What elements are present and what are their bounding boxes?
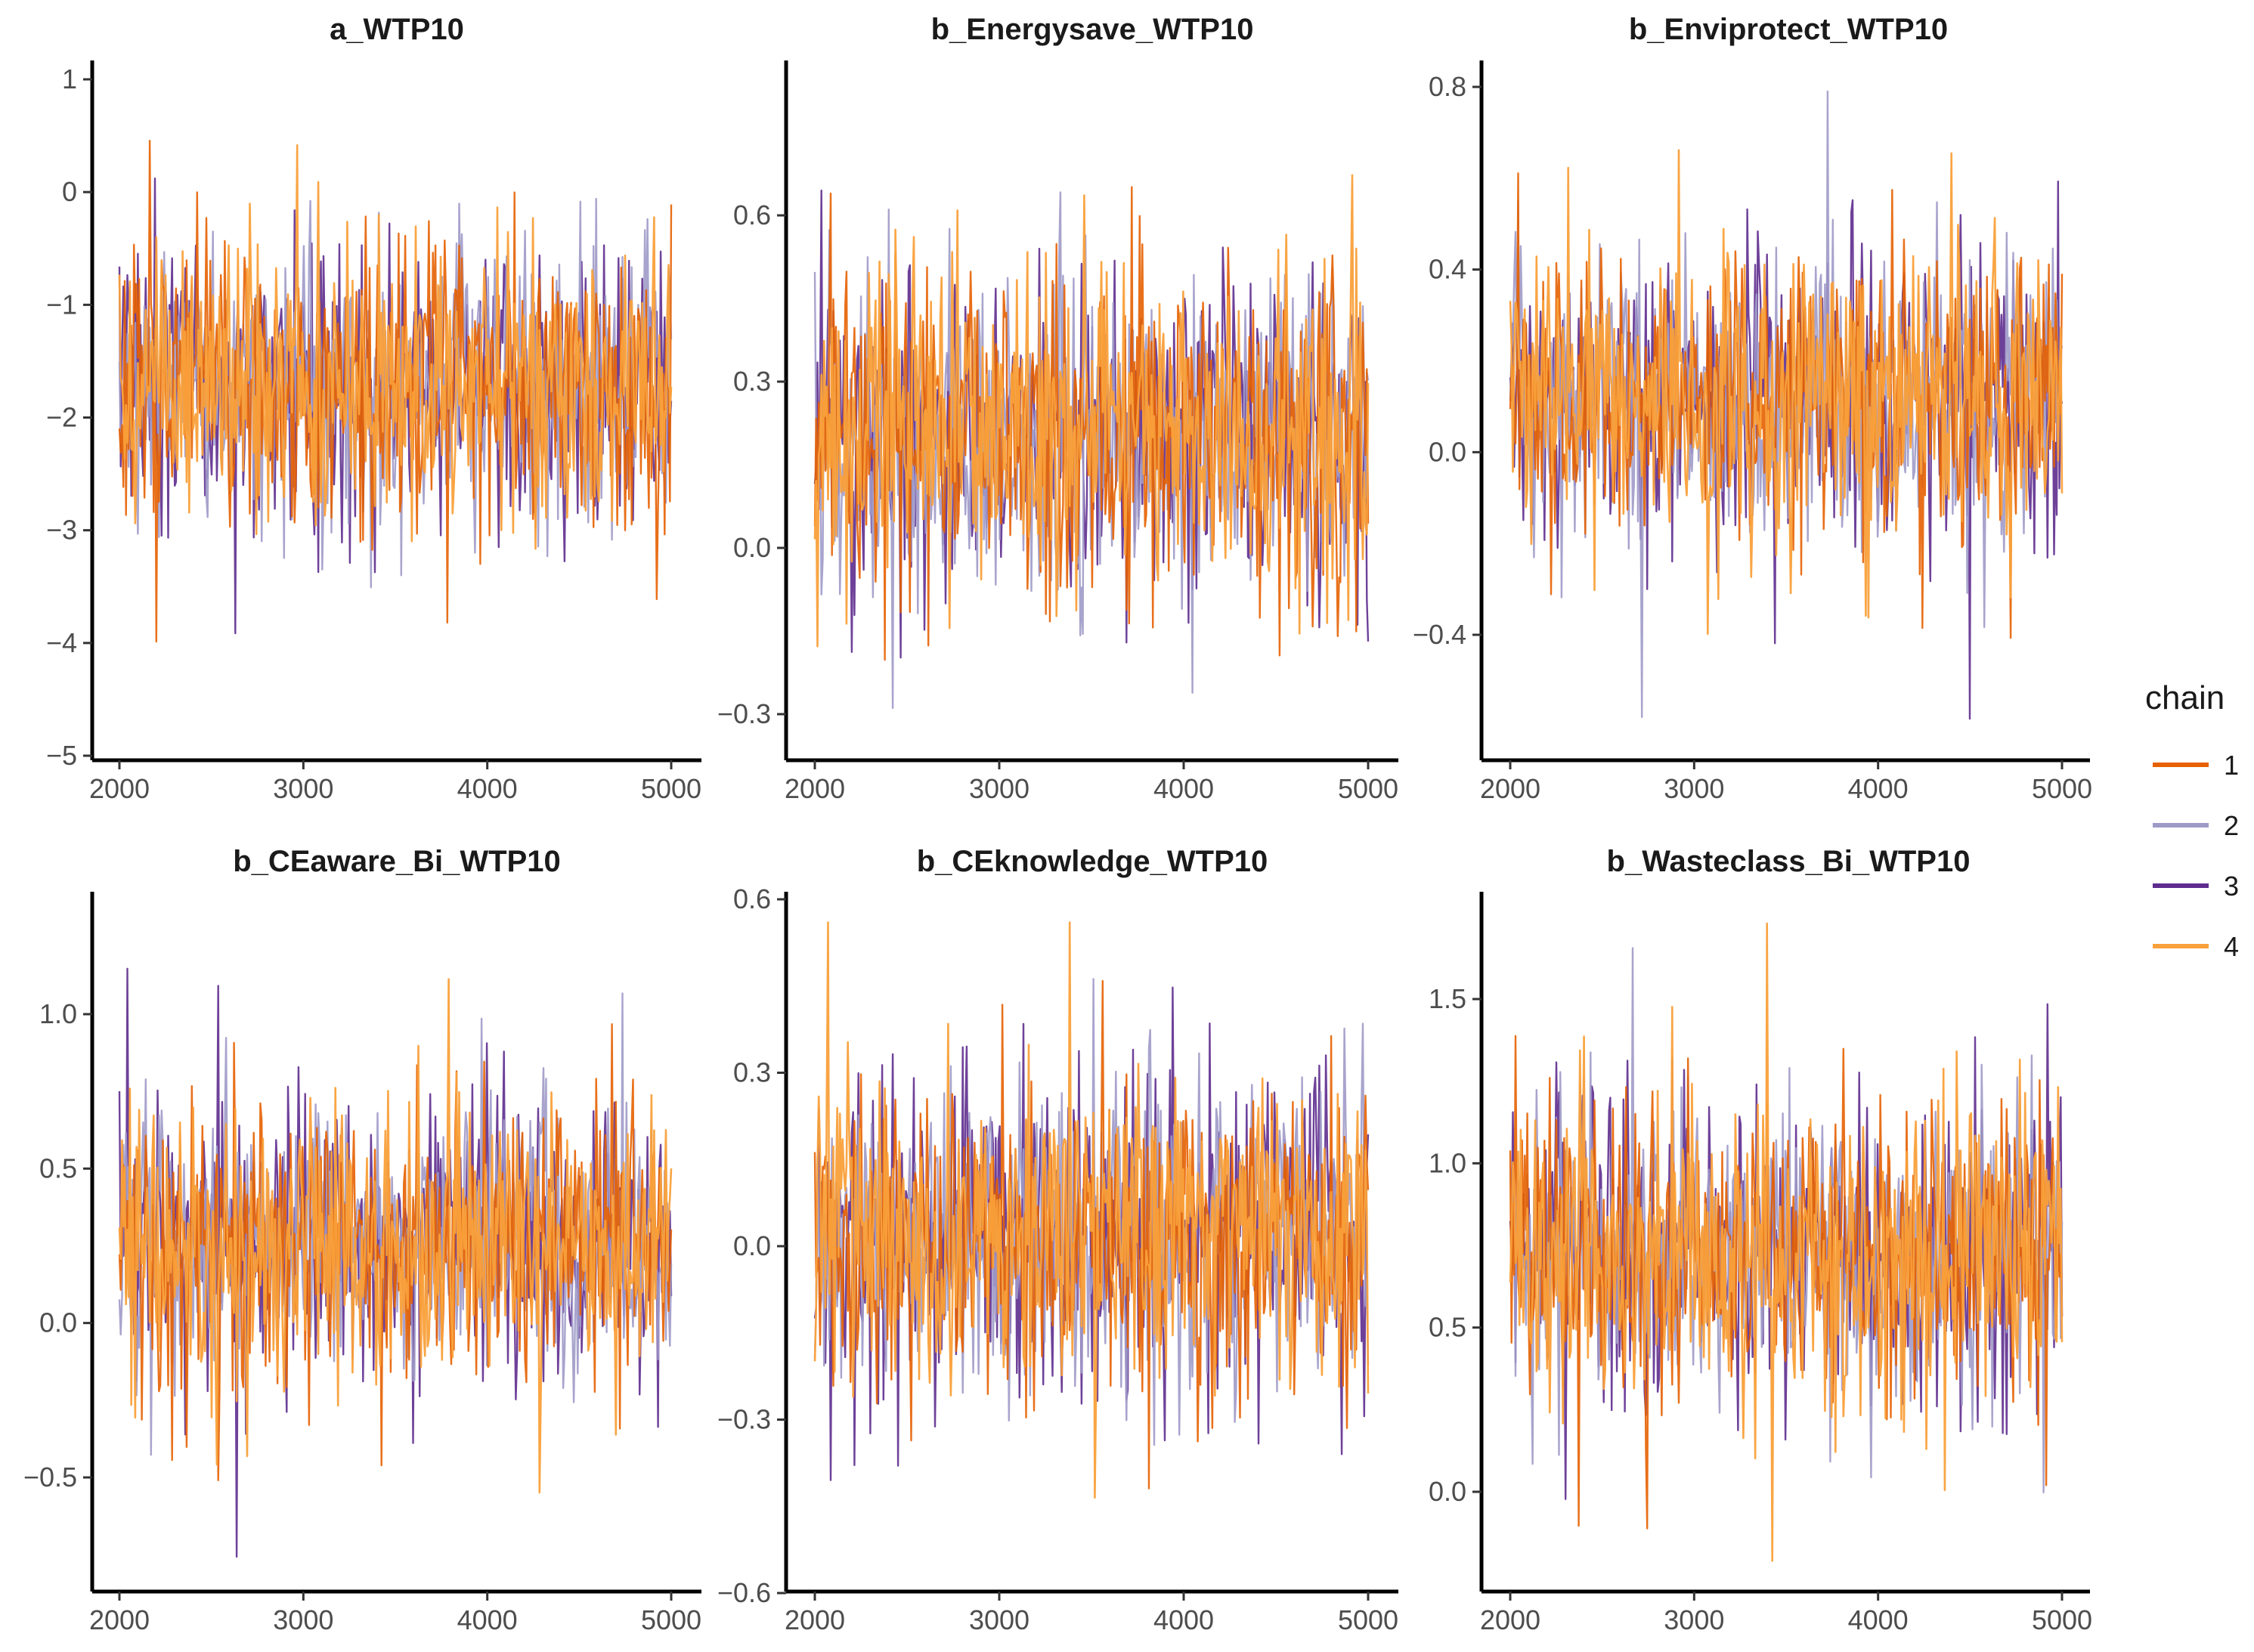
plot-area: 1.5 1.0 0.5 0.0 2000 3000 4000 5000 bbox=[1429, 892, 2092, 1635]
legend-item-chain-3: 3 bbox=[2153, 871, 2239, 902]
trace-chain-4 bbox=[1509, 149, 2064, 635]
x-tick-label: 3000 bbox=[1664, 773, 1724, 804]
x-tick-label: 4000 bbox=[457, 1604, 518, 1635]
y-tick-label: −4 bbox=[46, 627, 77, 658]
x-tick-label: 3000 bbox=[273, 773, 333, 804]
y-tick-label: 0.6 bbox=[733, 200, 771, 230]
x-tick-label: 3000 bbox=[969, 1604, 1029, 1635]
x-tick-label: 2000 bbox=[89, 773, 150, 804]
panel-b-energysave-wtp10: b_Energysave_WTP10 0.6 0.3 0.0 −0.3 2000 3000… bbox=[717, 13, 1398, 804]
legend-item-chain-4: 4 bbox=[2153, 931, 2239, 962]
y-tick-label: −1 bbox=[46, 289, 77, 320]
panel-title: b_CEaware_Bi_WTP10 bbox=[233, 845, 561, 878]
x-tick-label: 2000 bbox=[785, 773, 845, 804]
y-tick-label: 0.0 bbox=[39, 1307, 77, 1338]
y-tick-label: 0.4 bbox=[1429, 254, 1466, 285]
x-tick-label: 5000 bbox=[2032, 773, 2092, 804]
plot-area: 1 0 −1 −2 −3 −4 −5 2000 3000 4000 5000 bbox=[46, 60, 701, 804]
y-tick-label: 1.0 bbox=[1429, 1147, 1466, 1178]
x-tick-label: 5000 bbox=[641, 773, 701, 804]
y-tick-label: 0.3 bbox=[733, 366, 771, 397]
x-tick-label: 5000 bbox=[1338, 1604, 1398, 1635]
panel-b-ceaware-bi-wtp10: b_CEaware_Bi_WTP10 1.0 0.5 0.0 −0.5 2000 3000… bbox=[23, 845, 701, 1635]
x-tick-label: 5000 bbox=[2032, 1604, 2092, 1635]
y-tick-label: 0.5 bbox=[1429, 1312, 1466, 1343]
y-tick-label: 0.0 bbox=[1429, 1476, 1466, 1507]
y-tick-label: 0.6 bbox=[733, 883, 771, 914]
trace-chain-4 bbox=[813, 921, 1370, 1499]
x-tick-label: 2000 bbox=[1480, 1604, 1540, 1635]
panel-a-wtp10: a_WTP10 1 0 −1 −2 −3 −4 −5 2000 3000 4000 5000 bbox=[46, 13, 701, 804]
legend-label: 3 bbox=[2224, 871, 2239, 902]
y-tick-label: −5 bbox=[46, 740, 77, 771]
x-tick-label: 4000 bbox=[1848, 773, 1909, 804]
y-tick-label: −0.3 bbox=[717, 1404, 771, 1435]
x-tick-label: 4000 bbox=[457, 773, 518, 804]
panel-b-wasteclass-bi-wtp10: b_Wasteclass_Bi_WTP10 1.5 1.0 0.5 0.0 2000 30… bbox=[1429, 845, 2092, 1635]
trace-chain-1 bbox=[1509, 172, 2064, 639]
x-tick-label: 5000 bbox=[641, 1604, 701, 1635]
y-tick-label: 1.5 bbox=[1429, 983, 1466, 1014]
legend-title: chain bbox=[2145, 679, 2225, 716]
y-tick-label: −0.4 bbox=[1413, 619, 1466, 650]
x-tick-label: 3000 bbox=[969, 773, 1029, 804]
panel-b-enviprotect-wtp10: b_Enviprotect_WTP10 0.8 0.4 0.0 −0.4 2000 300… bbox=[1413, 13, 2092, 804]
x-tick-label: 3000 bbox=[1664, 1604, 1724, 1635]
legend-item-chain-2: 2 bbox=[2153, 810, 2239, 841]
trace-chain-2 bbox=[118, 992, 673, 1456]
y-tick-label: 0.0 bbox=[1429, 436, 1466, 467]
y-tick-label: −0.3 bbox=[717, 698, 771, 729]
y-tick-label: 1.0 bbox=[39, 998, 77, 1029]
plot-area: 0.8 0.4 0.0 −0.4 2000 3000 4000 5000 bbox=[1413, 60, 2092, 804]
legend-label: 2 bbox=[2224, 810, 2239, 841]
trace-chain-4 bbox=[1509, 922, 2064, 1562]
panel-title: b_Enviprotect_WTP10 bbox=[1629, 13, 1948, 46]
y-tick-label: −2 bbox=[46, 402, 77, 433]
x-tick-label: 2000 bbox=[785, 1604, 845, 1635]
x-tick-label: 4000 bbox=[1153, 773, 1214, 804]
x-tick-label: 4000 bbox=[1153, 1604, 1214, 1635]
y-tick-label: 0.0 bbox=[733, 532, 771, 563]
panel-title: b_Wasteclass_Bi_WTP10 bbox=[1607, 845, 1971, 878]
y-tick-label: −0.6 bbox=[717, 1577, 771, 1608]
panel-title: b_Energysave_WTP10 bbox=[931, 13, 1254, 46]
x-tick-label: 4000 bbox=[1848, 1604, 1909, 1635]
trace-chain-4 bbox=[118, 978, 673, 1494]
plot-area: 0.6 0.3 0.0 −0.3 2000 3000 4000 5000 bbox=[717, 60, 1398, 804]
y-tick-label: 0.8 bbox=[1429, 71, 1466, 102]
legend-item-chain-1: 1 bbox=[2153, 750, 2239, 781]
trace-chain-4 bbox=[813, 174, 1370, 648]
y-tick-label: 0 bbox=[62, 176, 77, 207]
panel-title: b_CEknowledge_WTP10 bbox=[917, 845, 1268, 878]
y-tick-label: 1 bbox=[62, 63, 77, 94]
x-tick-label: 3000 bbox=[273, 1604, 333, 1635]
panel-title: a_WTP10 bbox=[330, 13, 464, 46]
legend: chain 1 2 3 4 bbox=[2145, 679, 2239, 962]
y-tick-label: 0.3 bbox=[733, 1057, 771, 1088]
legend-label: 1 bbox=[2224, 750, 2239, 781]
x-tick-label: 2000 bbox=[89, 1604, 150, 1635]
panel-b-ceknowledge-wtp10: b_CEknowledge_WTP10 0.6 0.3 0.0 −0.3 −0.6 200… bbox=[717, 845, 1398, 1635]
x-tick-label: 2000 bbox=[1480, 773, 1540, 804]
y-tick-label: 0.5 bbox=[39, 1152, 77, 1183]
y-tick-label: −0.5 bbox=[23, 1462, 77, 1493]
trace-chain-4 bbox=[118, 144, 673, 550]
x-tick-label: 5000 bbox=[1338, 773, 1398, 804]
legend-label: 4 bbox=[2224, 931, 2239, 962]
plot-area: 1.0 0.5 0.0 −0.5 2000 3000 4000 5000 bbox=[23, 892, 701, 1635]
trace-chain-2 bbox=[1509, 947, 2064, 1494]
trace-chain-1 bbox=[118, 1023, 673, 1481]
y-tick-label: −3 bbox=[46, 515, 77, 546]
y-tick-label: 0.0 bbox=[733, 1230, 771, 1261]
plot-area: 0.6 0.3 0.0 −0.3 −0.6 2000 3000 4000 5000 bbox=[717, 883, 1398, 1635]
